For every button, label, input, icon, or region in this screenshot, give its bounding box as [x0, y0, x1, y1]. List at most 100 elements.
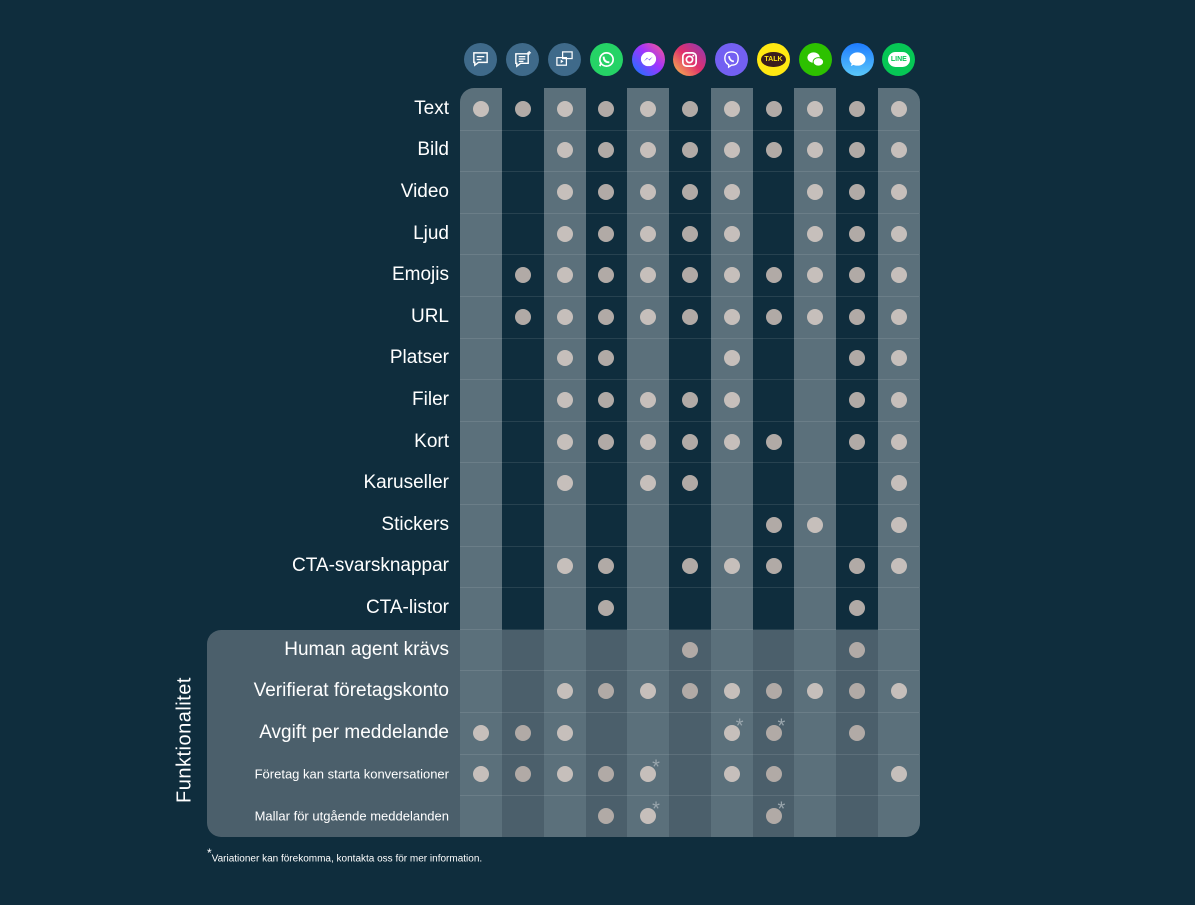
row-divider [460, 670, 919, 672]
column-band [794, 88, 837, 837]
row-label: Ljud [413, 222, 449, 244]
supported-dot [765, 683, 782, 700]
supported-dot [849, 558, 866, 575]
supported-dot [640, 225, 657, 242]
rich-sms-icon [506, 43, 540, 76]
supported-dot [890, 516, 907, 533]
supported-dot [556, 392, 573, 408]
supported-dot [598, 225, 615, 242]
supported-dot [681, 184, 698, 200]
supported-dot [681, 308, 698, 325]
supported-dot [723, 142, 740, 159]
supported-dot [514, 724, 531, 741]
supported-dot [681, 100, 698, 117]
row-divider [460, 254, 919, 256]
row-divider [460, 129, 919, 131]
supported-dot [849, 142, 866, 159]
variation-asterisk: * [652, 756, 660, 779]
supported-dot [556, 225, 573, 242]
row-label: CTA-listor [365, 597, 449, 618]
supported-dot [890, 100, 907, 117]
supported-dot [640, 142, 657, 159]
supported-dot [598, 808, 615, 824]
supported-dot [556, 267, 573, 284]
supported-dot [807, 100, 824, 117]
supported-dot [556, 766, 573, 783]
supported-dot [472, 100, 489, 117]
supported-dot [807, 516, 824, 533]
supported-dot [765, 516, 782, 533]
line-icon: LINE [882, 43, 916, 76]
supported-dot [640, 808, 657, 824]
supported-dot [765, 142, 782, 159]
supported-dot [723, 683, 740, 700]
row-label: Platser [389, 347, 449, 369]
variation-asterisk: * [777, 715, 786, 738]
supported-dot [849, 100, 866, 117]
row-divider [460, 504, 919, 505]
section-label: Funktionalitet [173, 677, 196, 803]
supported-dot [681, 641, 698, 658]
supported-dot [514, 308, 531, 325]
supported-dot [640, 766, 657, 783]
supported-dot [723, 350, 740, 367]
supported-dot [598, 142, 615, 159]
row-label: Stickers [381, 513, 449, 535]
supported-dot [890, 267, 907, 284]
column-band [710, 88, 753, 837]
supported-dot [765, 267, 782, 284]
supported-dot [849, 184, 866, 200]
row-divider [460, 753, 919, 755]
supported-dot [472, 724, 489, 741]
supported-dot [807, 267, 824, 284]
supported-dot [723, 724, 740, 741]
supported-dot [807, 683, 824, 700]
supported-dot [849, 683, 866, 700]
supported-dot [681, 433, 698, 450]
supported-dot [640, 433, 657, 450]
supported-dot [640, 392, 657, 408]
footnote: *Variationer kan förekomma, kontakta oss… [207, 846, 482, 864]
supported-dot [681, 475, 698, 492]
supported-dot [890, 558, 907, 575]
supported-dot [681, 392, 698, 408]
footnote-text: Variationer kan förekomma, kontakta oss … [211, 853, 483, 865]
supported-dot [556, 184, 573, 200]
row-divider [460, 462, 919, 464]
supported-dot [598, 350, 615, 367]
row-divider [460, 379, 919, 381]
row-divider [460, 171, 919, 173]
supported-dot [514, 100, 531, 117]
supported-dot [890, 184, 907, 200]
supported-dot [849, 308, 866, 325]
row-label: Verifierat företagskonto [253, 680, 449, 702]
supported-dot [890, 766, 907, 783]
supported-dot [849, 350, 866, 367]
supported-dot [849, 433, 866, 450]
row-label: Kort [414, 430, 449, 452]
supported-dot [514, 766, 531, 783]
supported-dot [598, 600, 615, 616]
supported-dot [556, 683, 573, 700]
rcs-media-chat-icon [548, 43, 581, 76]
row-divider [460, 545, 919, 547]
supported-dot [514, 267, 531, 284]
supported-dot [849, 641, 866, 658]
row-label: Human agent krävs [284, 638, 449, 660]
supported-dot [556, 142, 573, 159]
supported-dot [681, 683, 698, 700]
row-divider [460, 337, 919, 339]
row-label: Text [414, 97, 449, 119]
supported-dot [849, 724, 866, 741]
supported-dot [765, 433, 782, 450]
supported-dot [640, 267, 657, 284]
supported-dot [640, 308, 657, 325]
column-band [627, 88, 670, 837]
supported-dot [765, 808, 782, 824]
supported-dot [890, 475, 907, 492]
supported-dot [472, 766, 489, 783]
whatsapp-icon [589, 43, 623, 76]
supported-dot [765, 724, 782, 741]
supported-dot [640, 100, 657, 117]
supported-dot [849, 225, 866, 242]
